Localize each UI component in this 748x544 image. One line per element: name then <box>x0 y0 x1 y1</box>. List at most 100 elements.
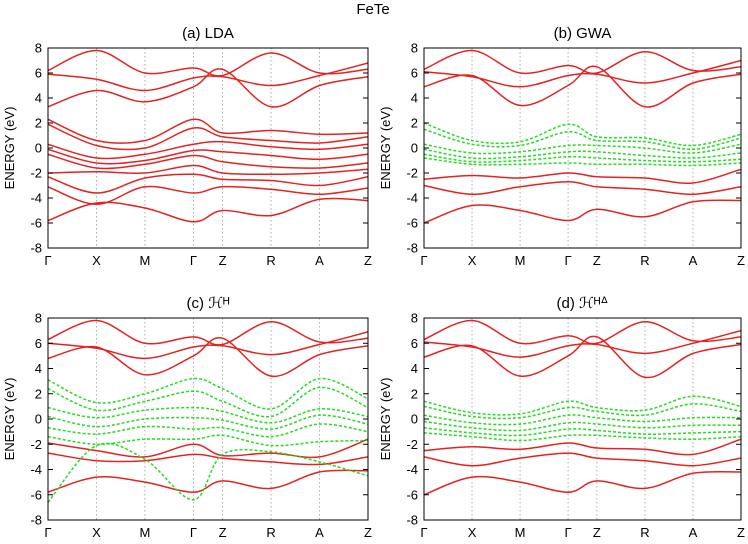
x-tick-label: X <box>92 253 101 268</box>
x-tick-label: R <box>640 525 649 540</box>
model-band-line <box>48 434 368 447</box>
x-tick-label: M <box>515 525 526 540</box>
panel-title: (c) ℋᴴ <box>187 295 230 312</box>
band-line <box>424 181 741 196</box>
x-tick-label: X <box>468 525 477 540</box>
plot-frame <box>47 47 369 249</box>
band-line <box>48 123 368 151</box>
y-tick-label: -2 <box>406 166 418 181</box>
x-tick-label: A <box>315 525 324 540</box>
model-band-line <box>424 395 741 416</box>
band-line <box>48 469 368 493</box>
band-line <box>48 336 368 377</box>
band-line <box>48 62 368 92</box>
y-tick-label: -2 <box>406 437 418 452</box>
plot-frame <box>423 47 742 249</box>
x-tick-label: Z <box>364 525 372 540</box>
y-axis-label: ENERGY (eV) <box>2 107 17 190</box>
band-line <box>48 319 368 346</box>
y-tick-label: 8 <box>411 311 418 326</box>
band-line <box>48 140 368 160</box>
x-tick-label: Z <box>593 253 601 268</box>
x-tick-label: R <box>266 525 275 540</box>
model-band-line <box>424 432 741 442</box>
x-tick-label: Γ <box>44 253 51 268</box>
band-line <box>424 438 741 456</box>
band-line <box>48 49 368 77</box>
x-tick-label: R <box>266 253 275 268</box>
y-tick-label: 0 <box>35 412 42 427</box>
model-band-line <box>424 153 741 163</box>
y-tick-label: -4 <box>30 191 42 206</box>
y-tick-label: 2 <box>35 116 42 131</box>
y-tick-label: -4 <box>406 191 418 206</box>
y-tick-label: -4 <box>406 462 418 477</box>
panel-c-h: -8 -6 -4 -2 0 2 4 6 8 Γ X M Γ Z R A Z ENERGY (eV) (c) ℋᴴ <box>2 295 372 540</box>
band-line <box>48 164 368 176</box>
x-tick-label: Z <box>737 525 745 540</box>
y-tick-label: -2 <box>30 437 42 452</box>
y-tick-label: 0 <box>35 141 42 156</box>
y-tick-label: -8 <box>30 513 42 528</box>
y-tick-label: 6 <box>35 336 42 351</box>
x-tick-label: A <box>689 253 698 268</box>
x-tick-label: Z <box>219 253 227 268</box>
band-line <box>424 319 741 345</box>
y-tick-label: 0 <box>411 412 418 427</box>
y-tick-label: 8 <box>411 41 418 56</box>
y-tick-label: -6 <box>30 487 42 502</box>
model-band-line <box>48 386 368 418</box>
band-line <box>424 335 741 379</box>
band-line <box>48 452 368 466</box>
y-axis-label: ENERGY (eV) <box>378 107 393 190</box>
y-tick-label: 4 <box>35 361 42 376</box>
band-line <box>48 68 368 108</box>
x-tick-label: X <box>468 253 477 268</box>
x-tick-label: M <box>140 525 151 540</box>
x-tick-label: Γ <box>190 253 197 268</box>
y-tick-label: 2 <box>411 116 418 131</box>
y-tick-label: 6 <box>411 336 418 351</box>
band-line <box>48 438 368 459</box>
y-tick-label: 8 <box>35 41 42 56</box>
y-axis-label: ENERGY (eV) <box>378 378 393 461</box>
band-line <box>48 331 368 360</box>
band-line <box>424 65 741 108</box>
x-tick-label: Γ <box>44 525 51 540</box>
x-tick-label: Z <box>219 525 227 540</box>
x-tick-label: X <box>92 525 101 540</box>
y-tick-label: -8 <box>406 513 418 528</box>
model-band-line <box>424 420 741 432</box>
y-tick-label: -8 <box>406 241 418 256</box>
x-tick-label: Γ <box>420 253 427 268</box>
model-band-line <box>424 403 741 420</box>
x-tick-label: Γ <box>420 525 427 540</box>
y-tick-label: -6 <box>406 487 418 502</box>
model-band-line <box>424 122 741 147</box>
y-tick-label: -4 <box>30 462 42 477</box>
y-tick-label: 4 <box>411 361 418 376</box>
band-line <box>424 49 741 75</box>
band-line <box>48 153 368 170</box>
model-band-line <box>424 414 741 426</box>
model-band-line <box>48 414 368 430</box>
panel-title: (a) LDA <box>182 25 234 42</box>
panel-title: (d) ℋᴴᐞ <box>557 295 609 312</box>
model-band-line <box>424 128 741 151</box>
band-line <box>424 199 741 224</box>
model-band-line <box>48 442 368 503</box>
band-line <box>424 470 741 496</box>
band-line <box>48 197 368 223</box>
model-band-line <box>48 406 368 424</box>
model-band-line <box>424 157 741 167</box>
model-band-line <box>424 148 741 160</box>
band-line <box>424 168 741 185</box>
model-band-line <box>424 143 741 155</box>
band-line <box>48 148 368 165</box>
y-tick-label: 0 <box>411 141 418 156</box>
panel-b-gwa: -8 -6 -4 -2 0 2 4 6 8 Γ X M Γ Z R A Z ENERGY (eV) (b) GWA <box>378 25 745 268</box>
y-tick-label: 4 <box>35 91 42 106</box>
y-tick-label: 8 <box>35 311 42 326</box>
band-line <box>424 452 741 467</box>
